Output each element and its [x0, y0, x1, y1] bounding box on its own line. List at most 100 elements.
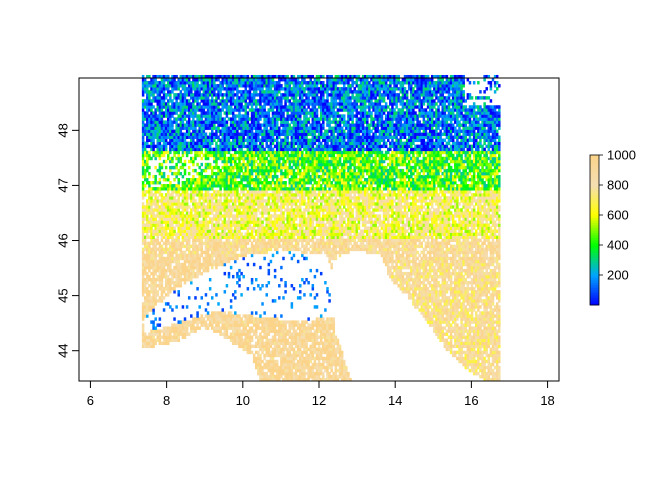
raster-cell	[146, 311, 149, 315]
raster-cell	[288, 356, 292, 361]
raster-cell	[190, 277, 193, 282]
raster-cell	[489, 299, 493, 303]
raster-cell	[164, 281, 168, 285]
raster-cell	[449, 262, 453, 267]
raster-cell	[175, 214, 178, 218]
raster-cell	[280, 323, 283, 327]
raster-cell	[238, 238, 241, 243]
raster-cell	[143, 241, 147, 246]
raster-cell	[464, 323, 468, 327]
raster-cell	[378, 232, 382, 236]
raster-cell	[301, 277, 304, 282]
raster-cell	[420, 311, 424, 315]
raster-cell	[410, 217, 413, 221]
raster-cell	[211, 250, 214, 255]
raster-cell	[208, 277, 212, 282]
raster-cell	[395, 229, 398, 233]
raster-cell	[286, 217, 289, 221]
raster-cell	[458, 290, 461, 294]
raster-cell	[462, 277, 465, 282]
raster-cell	[322, 365, 325, 370]
raster-cell	[449, 317, 453, 321]
raster-cell	[393, 247, 396, 252]
raster-cell	[177, 214, 180, 218]
raster-cell	[477, 259, 480, 264]
raster-cell	[211, 244, 214, 249]
raster-cell	[219, 253, 222, 258]
raster-cell	[167, 335, 170, 339]
raster-cell	[491, 281, 495, 285]
raster-cell	[483, 305, 486, 309]
raster-cell	[273, 217, 277, 221]
raster-cell	[495, 350, 499, 355]
raster-cell	[424, 302, 428, 306]
raster-cell	[466, 262, 470, 267]
raster-cell	[407, 265, 411, 270]
raster-cell	[420, 308, 424, 312]
raster-cell	[215, 238, 218, 243]
raster-cell	[349, 217, 352, 221]
raster-cell	[292, 341, 296, 346]
raster-cell	[391, 256, 394, 261]
raster-cell	[246, 262, 250, 267]
raster-cell	[493, 235, 497, 239]
raster-cell	[334, 371, 338, 376]
raster-cell	[449, 329, 453, 333]
raster-cell	[311, 220, 315, 224]
raster-cell	[150, 232, 153, 236]
raster-cell	[290, 302, 294, 306]
raster-cell	[426, 287, 430, 291]
raster-cell	[309, 214, 312, 218]
raster-cell	[257, 359, 260, 364]
raster-cell	[326, 250, 329, 255]
raster-cell	[483, 332, 486, 336]
raster-cell	[250, 326, 254, 330]
raster-cell	[443, 317, 447, 321]
raster-cell	[190, 314, 193, 318]
raster-cell	[403, 290, 407, 294]
raster-cell	[479, 329, 482, 333]
raster-cell	[234, 229, 237, 233]
raster-cell	[179, 214, 183, 218]
raster-cell	[374, 235, 377, 239]
raster-cell	[357, 214, 361, 218]
raster-cell	[466, 353, 470, 358]
raster-cell	[410, 247, 413, 252]
raster-cell	[483, 377, 486, 382]
raster-cell	[290, 220, 294, 224]
raster-cell	[431, 220, 434, 224]
raster-cell	[458, 314, 461, 318]
raster-cell	[416, 271, 419, 276]
raster-cell	[146, 341, 149, 346]
raster-cell	[462, 244, 465, 249]
raster-cell	[424, 284, 428, 288]
raster-cell	[447, 226, 451, 230]
raster-cell	[418, 268, 421, 273]
raster-cell	[244, 347, 248, 352]
raster-cell	[267, 329, 271, 333]
raster-cell	[493, 256, 497, 261]
raster-cell	[491, 359, 495, 364]
raster-cell	[280, 353, 283, 358]
raster-cell	[284, 329, 287, 333]
raster-cell	[414, 235, 417, 239]
raster-cell	[443, 271, 447, 276]
raster-cell	[466, 296, 470, 300]
raster-cell	[326, 247, 329, 252]
raster-cell	[275, 323, 279, 327]
raster-cell	[401, 247, 405, 252]
raster-cell	[206, 302, 210, 306]
raster-cell	[324, 308, 327, 312]
raster-cell	[286, 353, 289, 358]
raster-cell	[244, 232, 248, 236]
raster-cell	[158, 253, 162, 258]
raster-cell	[391, 274, 394, 279]
raster-cell	[462, 214, 465, 218]
raster-cell	[374, 229, 377, 233]
raster-cell	[171, 238, 174, 243]
raster-cell	[167, 277, 170, 282]
raster-cell	[317, 335, 321, 339]
raster-cell	[414, 244, 417, 249]
raster-cell	[458, 250, 461, 255]
raster-cell	[491, 268, 495, 273]
